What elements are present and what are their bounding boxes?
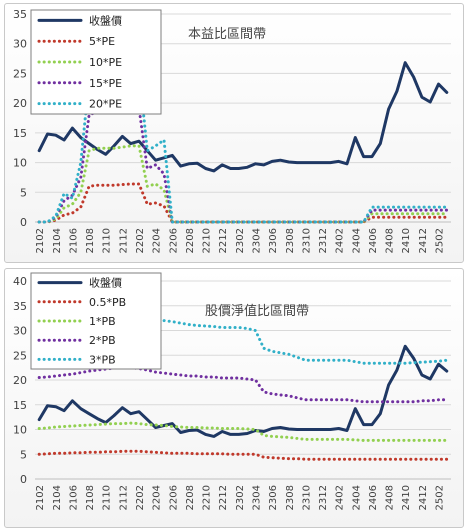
pe-band-chart-panel: 0 5 10 15 20 25 30 35 2102 2104 2106 2108 2110 2112 22… bbox=[4, 3, 464, 263]
pb-band-chart-panel: 0 5 10 15 20 25 30 35 40 2102 2104 2106 2108 2110 2112… bbox=[4, 268, 464, 528]
series-line-1 bbox=[37, 182, 449, 224]
x-tick-label: 2304 bbox=[251, 485, 262, 510]
x-tick-label: 2112 bbox=[118, 228, 129, 253]
series-line-4 bbox=[37, 68, 449, 224]
x-tick-label: 2106 bbox=[68, 228, 79, 253]
x-tick-label: 2404 bbox=[351, 228, 362, 253]
x-tick-label: 2210 bbox=[202, 485, 213, 510]
x-tick-label: 2410 bbox=[401, 485, 412, 510]
legend-label: 20*PE bbox=[89, 98, 122, 111]
x-tick-label: 2310 bbox=[301, 485, 312, 510]
x-tick-label: 2312 bbox=[318, 228, 329, 253]
x-tick-label: 2206 bbox=[168, 228, 179, 253]
x-tick-label: 2406 bbox=[368, 485, 379, 510]
y-tick-label: 35 bbox=[13, 8, 27, 21]
legend-label: 2*PB bbox=[89, 334, 116, 347]
x-tick-label: 2206 bbox=[168, 485, 179, 510]
x-tick-label: 2310 bbox=[301, 228, 312, 253]
legend-label: 0.5*PB bbox=[89, 296, 126, 309]
series-line-2 bbox=[37, 421, 449, 442]
x-tick-label: 2502 bbox=[435, 485, 446, 510]
y-tick-label: 35 bbox=[13, 300, 27, 313]
x-tick-label: 2202 bbox=[135, 228, 146, 253]
y-tick-label: 10 bbox=[13, 424, 27, 437]
series-line-3 bbox=[37, 366, 449, 404]
x-tick-label: 2412 bbox=[418, 485, 429, 510]
legend-label: 3*PB bbox=[89, 353, 116, 366]
x-tick-label: 2204 bbox=[152, 228, 163, 253]
x-tick-label: 2410 bbox=[401, 228, 412, 253]
y-tick-label: 30 bbox=[13, 325, 27, 338]
y-tick-label: 30 bbox=[13, 38, 27, 51]
legend-box bbox=[30, 9, 162, 115]
x-tick-label: 2208 bbox=[185, 485, 196, 510]
x-tick-label: 2212 bbox=[218, 485, 229, 510]
x-tick-label: 2210 bbox=[202, 228, 213, 253]
series-line-0 bbox=[37, 344, 449, 438]
x-tick-label: 2502 bbox=[435, 228, 446, 253]
x-tick-label: 2112 bbox=[118, 485, 129, 510]
y-tick-label: 25 bbox=[13, 349, 27, 362]
legend-label: 5*PE bbox=[89, 35, 115, 48]
x-tick-label: 2312 bbox=[318, 485, 329, 510]
y-tick-label: 25 bbox=[13, 67, 27, 80]
y-tick-label: 20 bbox=[13, 374, 27, 387]
x-tick-label: 2408 bbox=[385, 228, 396, 253]
legend-label: 10*PE bbox=[89, 56, 122, 69]
pe-band-chart: 0 5 10 15 20 25 30 35 2102 2104 2106 2108 2110 2112 22… bbox=[13, 8, 451, 253]
x-tick-label: 2104 bbox=[52, 485, 63, 510]
x-tick-label: 2302 bbox=[235, 485, 246, 510]
y-tick-label: 20 bbox=[13, 97, 27, 110]
chart-title: 股價淨值比區間帶 bbox=[205, 303, 309, 319]
series-line-4 bbox=[37, 310, 449, 365]
y-tick-label: 0 bbox=[20, 216, 27, 229]
x-tick-label: 2108 bbox=[85, 485, 96, 510]
x-tick-label: 2402 bbox=[335, 228, 346, 253]
x-tick-label: 2408 bbox=[385, 485, 396, 510]
x-tick-label: 2110 bbox=[102, 228, 113, 253]
chart-title: 本益比區間帶 bbox=[188, 27, 266, 42]
x-tick-label: 2212 bbox=[218, 228, 229, 253]
pb-band-chart: 0 5 10 15 20 25 30 35 40 2102 2104 2106 2108 2110 2112… bbox=[13, 272, 451, 510]
y-tick-label: 40 bbox=[13, 275, 27, 288]
x-tick-label: 2402 bbox=[335, 485, 346, 510]
legend-label: 收盤價 bbox=[89, 276, 122, 290]
x-tick-label: 2306 bbox=[268, 485, 279, 510]
x-tick-label: 2308 bbox=[285, 228, 296, 253]
series-line-0 bbox=[37, 61, 449, 173]
x-tick-label: 2412 bbox=[418, 228, 429, 253]
x-tick-label: 2102 bbox=[35, 228, 46, 253]
y-tick-label: 0 bbox=[20, 473, 27, 486]
y-tick-label: 15 bbox=[13, 399, 27, 412]
legend-label: 收盤價 bbox=[89, 13, 122, 27]
y-tick-label: 5 bbox=[20, 186, 27, 199]
x-tick-label: 2404 bbox=[351, 485, 362, 510]
x-tick-label: 2102 bbox=[35, 485, 46, 510]
x-tick-label: 2104 bbox=[52, 228, 63, 253]
x-tick-label: 2108 bbox=[85, 228, 96, 253]
x-tick-label: 2204 bbox=[152, 485, 163, 510]
y-tick-label: 10 bbox=[13, 157, 27, 170]
x-tick-label: 2306 bbox=[268, 228, 279, 253]
y-tick-label: 5 bbox=[20, 448, 27, 461]
x-tick-label: 2202 bbox=[135, 485, 146, 510]
legend-label: 1*PB bbox=[89, 315, 116, 328]
x-tick-label: 2304 bbox=[251, 228, 262, 253]
x-tick-label: 2110 bbox=[102, 485, 113, 510]
legend-label: 15*PE bbox=[89, 77, 122, 90]
legend-box bbox=[30, 272, 162, 370]
x-tick-label: 2406 bbox=[368, 228, 379, 253]
series-line-1 bbox=[37, 449, 449, 461]
x-tick-label: 2302 bbox=[235, 228, 246, 253]
x-tick-label: 2308 bbox=[285, 485, 296, 510]
x-tick-label: 2106 bbox=[68, 485, 79, 510]
y-tick-label: 15 bbox=[13, 127, 27, 140]
x-tick-label: 2208 bbox=[185, 228, 196, 253]
